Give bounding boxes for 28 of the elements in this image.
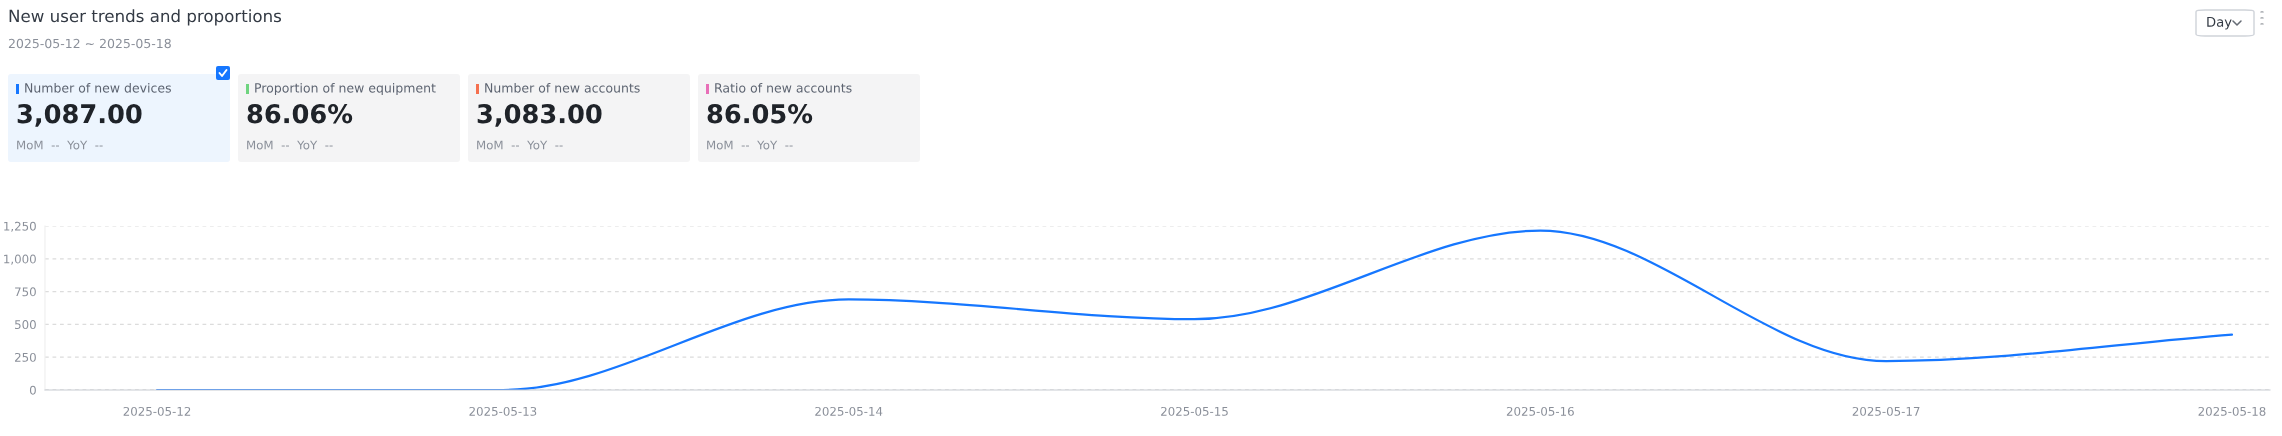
x-tick-label: 2025-05-17: [1852, 406, 1920, 416]
x-tick-label: 2025-05-18: [2198, 406, 2266, 416]
text: MoM -- YoY --: [17, 140, 103, 150]
text: Number of new accounts: [485, 82, 640, 93]
text: MoM -- YoY --: [707, 140, 793, 150]
y-tick-label: 250: [15, 352, 36, 362]
y-tick-label: 1,000: [4, 254, 36, 265]
x-tick-label: 2025-05-14: [815, 406, 883, 416]
chart-title: New user trends and proportions: [9, 9, 282, 26]
text: 3,083.00: [477, 104, 602, 127]
text: MoM -- YoY --: [477, 140, 563, 150]
text: Proportion of new equipment: [255, 82, 436, 96]
y-tick-label: 750: [15, 287, 36, 297]
chart-subtitle: 2025-05-12 ~ 2025-05-18: [8, 38, 171, 49]
y-tick-label: 500: [15, 320, 36, 330]
x-tick-label: 2025-05-15: [1161, 406, 1228, 416]
text: MoM -- YoY --: [247, 140, 333, 150]
text: 86.06%: [247, 104, 353, 124]
y-tick-label: 1,250: [4, 221, 36, 232]
x-tick-label: 2025-05-12: [123, 406, 191, 416]
text: Day: [2207, 17, 2232, 30]
text: 3,087.00: [17, 104, 142, 127]
text: Number of new devices: [25, 82, 171, 93]
x-tick-label: 2025-05-16: [1506, 406, 1574, 416]
text: 86.05%: [707, 104, 813, 124]
x-tick-label: 2025-05-13: [469, 406, 537, 416]
y-tick-label: 0: [29, 385, 36, 395]
text: Ratio of new accounts: [715, 82, 852, 93]
